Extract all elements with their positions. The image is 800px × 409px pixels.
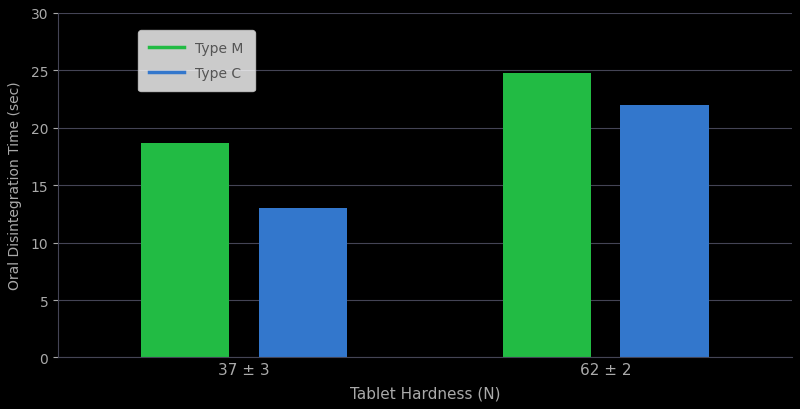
X-axis label: Tablet Hardness (N): Tablet Hardness (N) [350, 386, 500, 401]
Bar [503, 73, 591, 357]
Bar [141, 143, 229, 357]
Bar [621, 106, 709, 357]
Legend: Type M, Type C: Type M, Type C [138, 31, 254, 92]
Bar [258, 209, 346, 357]
Y-axis label: Oral Disintegration Time (sec): Oral Disintegration Time (sec) [8, 82, 22, 290]
